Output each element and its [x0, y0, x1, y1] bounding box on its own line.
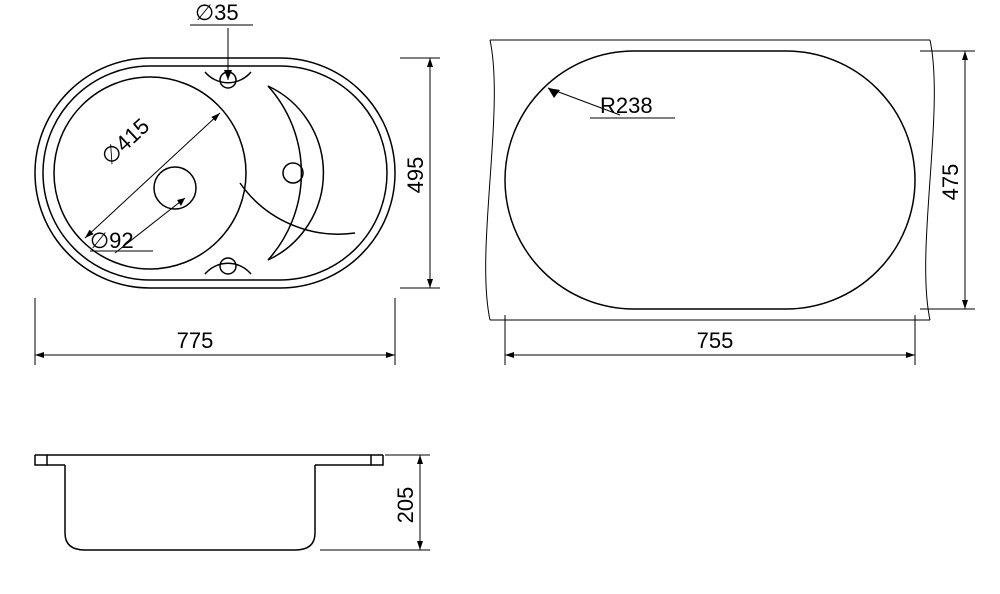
- label-775: 775: [177, 328, 214, 353]
- label-r238: R238: [600, 93, 653, 118]
- dim-475: 475: [920, 51, 975, 309]
- label-755: 755: [697, 328, 734, 353]
- dim-775: 775: [35, 298, 395, 365]
- label-205: 205: [393, 487, 418, 524]
- label-drain-dia: ∅92: [90, 228, 134, 253]
- sink-top-view: ∅415 ∅92 ∅35: [35, 0, 395, 288]
- dim-205: 205: [320, 455, 430, 550]
- side-view: [35, 455, 383, 550]
- label-tap-dia: ∅35: [195, 0, 239, 25]
- cutout-view: R238: [486, 40, 935, 320]
- label-bowl-dia: ∅415: [96, 113, 154, 169]
- label-495: 495: [403, 157, 428, 194]
- dim-755: 755: [505, 315, 915, 365]
- label-475: 475: [938, 164, 963, 201]
- dim-495: 495: [400, 58, 440, 288]
